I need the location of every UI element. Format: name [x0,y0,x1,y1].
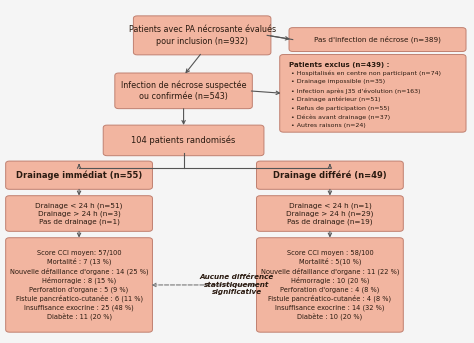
Text: Drainage différé (n=49): Drainage différé (n=49) [273,170,387,180]
Text: Drainage immédiat (n=55): Drainage immédiat (n=55) [16,170,142,180]
FancyBboxPatch shape [115,73,252,109]
Text: Score CCI moyen: 57/100
Mortalité : 7 (13 %)
Nouvelle défaillance d'organe : 14 : Score CCI moyen: 57/100 Mortalité : 7 (1… [10,250,148,320]
Text: 104 patients randomisés: 104 patients randomisés [131,136,236,145]
Text: • Refus de participation (n=55): • Refus de participation (n=55) [289,106,390,110]
Text: • Drainage impossible (n=35): • Drainage impossible (n=35) [289,80,385,84]
FancyBboxPatch shape [6,196,153,231]
Text: • Hospitalisés en centre non participant (n=74): • Hospitalisés en centre non participant… [289,71,441,76]
Text: Aucune différence
statistiquement
significative: Aucune différence statistiquement signif… [200,274,274,295]
FancyBboxPatch shape [6,161,153,189]
Text: • Infection après J35 d'évolution (n=163): • Infection après J35 d'évolution (n=163… [289,88,420,94]
FancyBboxPatch shape [280,55,466,132]
Text: Infection de nécrose suspectée
ou confirmée (n=543): Infection de nécrose suspectée ou confir… [121,80,246,101]
FancyBboxPatch shape [133,16,271,55]
FancyBboxPatch shape [256,196,403,231]
Text: Patients exclus (n=439) :: Patients exclus (n=439) : [289,62,389,68]
Text: • Autres raisons (n=24): • Autres raisons (n=24) [289,123,365,128]
FancyBboxPatch shape [6,238,153,332]
Text: Pas d'infection de nécrose (n=389): Pas d'infection de nécrose (n=389) [314,36,441,43]
FancyBboxPatch shape [256,161,403,189]
Text: Drainage < 24 h (n=51)
Drainage > 24 h (n=3)
Pas de drainage (n=1): Drainage < 24 h (n=51) Drainage > 24 h (… [36,202,123,225]
FancyBboxPatch shape [103,125,264,156]
Text: Score CCI moyen : 58/100
Mortalité : 5(10 %)
Nouvelle défaillance d'organe : 11 : Score CCI moyen : 58/100 Mortalité : 5(1… [261,250,399,320]
Text: Drainage < 24 h (n=1)
Drainage > 24 h (n=29)
Pas de drainage (n=19): Drainage < 24 h (n=1) Drainage > 24 h (n… [286,202,374,225]
FancyBboxPatch shape [256,238,403,332]
Text: • Drainage antérieur (n=51): • Drainage antérieur (n=51) [289,97,380,102]
FancyBboxPatch shape [289,28,466,51]
Text: • Décès avant drainage (n=37): • Décès avant drainage (n=37) [289,114,390,120]
Text: Patients avec PA nécrosante évalués
pour inclusion (n=932): Patients avec PA nécrosante évalués pour… [128,25,276,46]
